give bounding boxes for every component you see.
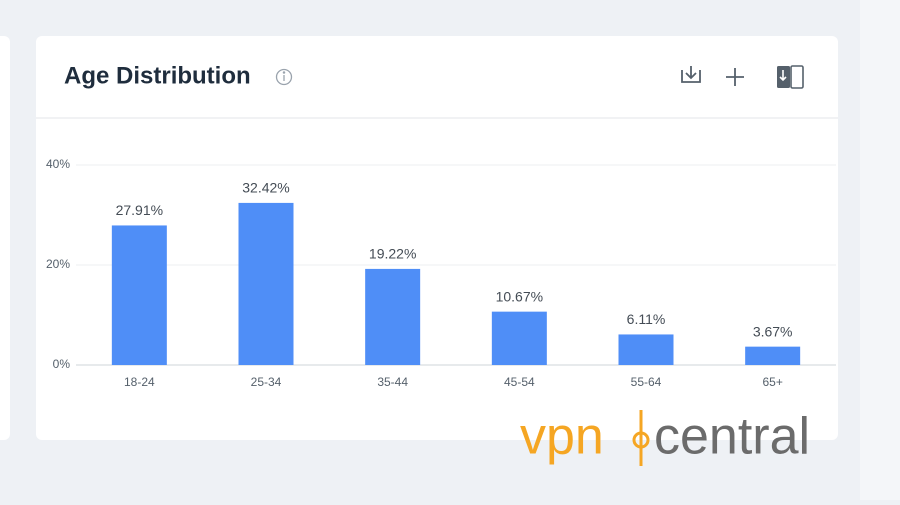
x-tick-label: 35-44 xyxy=(377,375,408,389)
watermark-central: central xyxy=(654,408,810,466)
watermark-pin xyxy=(632,410,650,466)
value-label: 3.67% xyxy=(753,323,793,339)
x-tick-label: 65+ xyxy=(762,375,782,389)
bar xyxy=(745,346,801,365)
bar xyxy=(491,311,547,365)
bar xyxy=(238,202,294,365)
watermark-vpn: vpn xyxy=(520,408,604,466)
x-tick-label: 18-24 xyxy=(124,375,155,389)
plot: 0% 20% 40% 18-24 27.91% 25-34 32.42% 35-44 19.22… xyxy=(46,157,836,389)
card-title: Age Distribution xyxy=(64,62,251,89)
add-icon[interactable] xyxy=(726,68,744,86)
value-label: 19.22% xyxy=(369,246,416,262)
bar xyxy=(111,225,167,365)
bar xyxy=(365,268,421,365)
value-label: 32.42% xyxy=(242,180,289,196)
x-tick-label: 25-34 xyxy=(251,375,282,389)
value-label: 6.11% xyxy=(627,311,666,327)
value-label: 10.67% xyxy=(496,288,543,304)
y-tick-label: 40% xyxy=(46,157,70,171)
left-card xyxy=(0,36,10,440)
x-tick-label: 55-64 xyxy=(631,375,662,389)
y-tick-label: 0% xyxy=(53,357,71,371)
side-strip xyxy=(860,0,900,500)
y-tick-label: 20% xyxy=(46,257,70,271)
bar xyxy=(618,334,674,365)
export-icon[interactable] xyxy=(777,65,804,89)
x-tick-label: 45-54 xyxy=(504,375,535,389)
value-label: 27.91% xyxy=(116,202,163,218)
info-icon[interactable] xyxy=(275,68,293,86)
download-icon[interactable] xyxy=(681,66,701,83)
